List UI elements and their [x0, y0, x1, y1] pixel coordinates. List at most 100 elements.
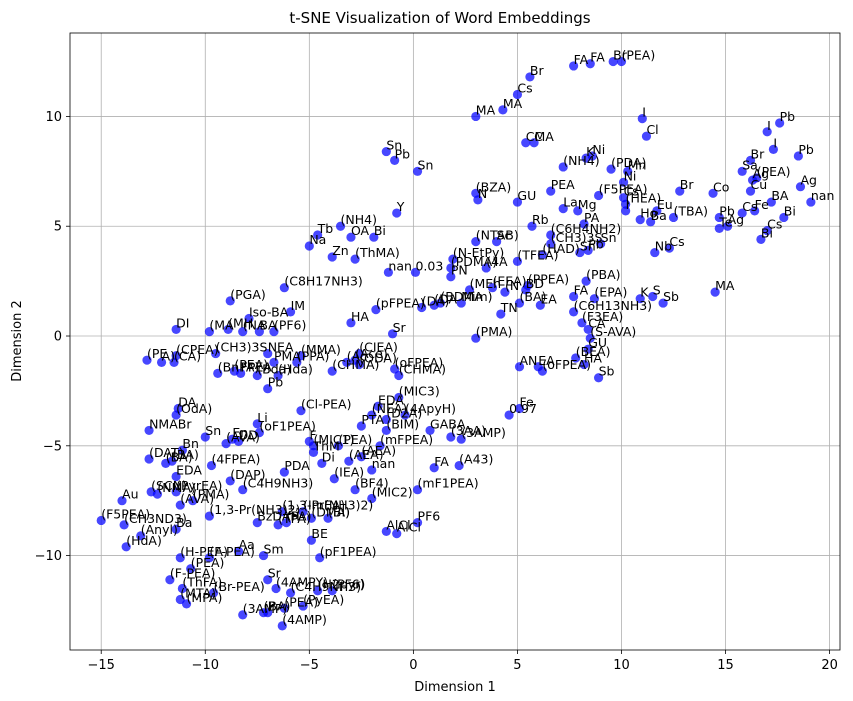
- scatter-point: [304, 241, 314, 251]
- scatter-point: [425, 425, 435, 436]
- scatter-point: [512, 89, 523, 100]
- scatter-point: [273, 370, 283, 381]
- scatter-point: [512, 256, 523, 266]
- point-label: (PEA): [621, 48, 655, 63]
- point-label: (N-EtPy): [453, 245, 504, 260]
- scatter-point: [306, 513, 317, 523]
- scatter-point: [579, 219, 589, 229]
- point-label: BzDAH: [257, 509, 300, 524]
- plot-frame: [69, 32, 841, 651]
- point-label: I: [767, 118, 771, 133]
- point-label: (C4H9NH3): [291, 579, 362, 594]
- point-label: Co: [713, 179, 729, 194]
- point-label: (PyrEA): [176, 478, 222, 493]
- point-label: EA: [540, 291, 557, 306]
- scatter-point: [569, 291, 579, 302]
- point-label: Sn: [580, 239, 596, 254]
- point-label: (Cl-PEA): [301, 397, 351, 412]
- scatter-point: [390, 155, 400, 165]
- point-label: GU: [517, 188, 536, 203]
- point-label: (PyEA): [303, 592, 344, 607]
- data-points: [96, 56, 816, 631]
- point-label: (F-PEA): [170, 566, 215, 581]
- scatter-point: [714, 212, 724, 223]
- point-label: (OdA): [176, 401, 212, 416]
- scatter-point: [381, 146, 391, 157]
- scatter-point: [252, 518, 262, 528]
- point-label: (3AA): [451, 423, 486, 438]
- point-label: Pb: [588, 236, 604, 251]
- scatter-point: [381, 526, 391, 537]
- point-label: (PMA): [193, 487, 230, 502]
- point-label: EDA: [176, 463, 202, 478]
- scatter-point: [621, 206, 631, 216]
- scatter-point: [446, 272, 456, 282]
- point-label: CMA: [526, 129, 555, 144]
- point-label: K: [640, 285, 649, 300]
- point-label: 0.97: [509, 401, 537, 416]
- point-label: (Br-PEA): [214, 579, 265, 594]
- scatter-point: [521, 138, 531, 148]
- scatter-point: [171, 471, 181, 482]
- scatter-point: [500, 287, 510, 297]
- point-label: CA: [588, 315, 606, 330]
- point-label: (CA): [174, 348, 201, 363]
- scatter-point: [569, 307, 579, 317]
- point-label: (ThFA): [182, 575, 222, 590]
- point-label: Rb: [532, 212, 549, 227]
- point-label: Mim): [461, 289, 492, 304]
- point-label: (PA): [286, 509, 311, 524]
- point-label: (C4H9NH3): [243, 476, 314, 491]
- scatter-point: [206, 460, 217, 471]
- scatter-point: [546, 230, 556, 240]
- point-label: K: [586, 144, 595, 159]
- point-label: (PMA): [476, 324, 513, 339]
- scatter-point: [238, 327, 248, 337]
- scatter-point: [350, 254, 360, 264]
- scatter-point: [514, 403, 525, 414]
- scatter-point: [710, 287, 720, 297]
- scatter-point: [171, 487, 181, 497]
- point-label: Cs: [517, 80, 532, 95]
- scatter-point: [768, 144, 779, 154]
- point-label: Ag: [800, 173, 817, 188]
- point-label: Cs: [669, 234, 684, 249]
- point-label: (oFPEA): [542, 357, 591, 372]
- scatter-point: [616, 56, 627, 67]
- point-label: Ba: [176, 515, 192, 530]
- scatter-point: [136, 531, 146, 541]
- point-label: OA: [351, 223, 370, 238]
- point-label: Br: [530, 63, 545, 78]
- point-label: (4FPEA): [212, 452, 261, 467]
- point-label: (H-PEA): [180, 544, 228, 559]
- point-label: Sn: [386, 138, 402, 153]
- point-label: I: [773, 135, 777, 150]
- scatter-point: [456, 434, 466, 444]
- scatter-point: [668, 212, 679, 223]
- point-label: Bn: [182, 436, 199, 451]
- scatter-point: [354, 348, 364, 359]
- point-label: Bi: [374, 223, 386, 238]
- scatter-point: [756, 234, 766, 244]
- y-tick-label: 0: [54, 330, 62, 345]
- scatter-point: [471, 236, 481, 247]
- point-label: Aa: [239, 537, 255, 552]
- point-label: A): [162, 348, 175, 363]
- scatter-point: [313, 230, 323, 240]
- scatter-point: [356, 421, 366, 431]
- point-label: (PPEA): [528, 272, 569, 287]
- scatter-point: [371, 305, 381, 315]
- point-label: (BA): [520, 289, 547, 304]
- scatter-point: [417, 302, 427, 313]
- point-label: (BA): [264, 599, 291, 614]
- scatter-point: [390, 364, 400, 374]
- scatter-point: [306, 535, 317, 545]
- point-label: (MEh: [470, 276, 501, 291]
- point-label: (F5PEA): [599, 181, 648, 196]
- y-tick-label: −5: [43, 439, 62, 454]
- scatter-point: [618, 177, 629, 187]
- point-label: (TPA): [278, 511, 311, 526]
- scatter-point: [394, 370, 404, 381]
- point-label: (Ace): [355, 346, 388, 361]
